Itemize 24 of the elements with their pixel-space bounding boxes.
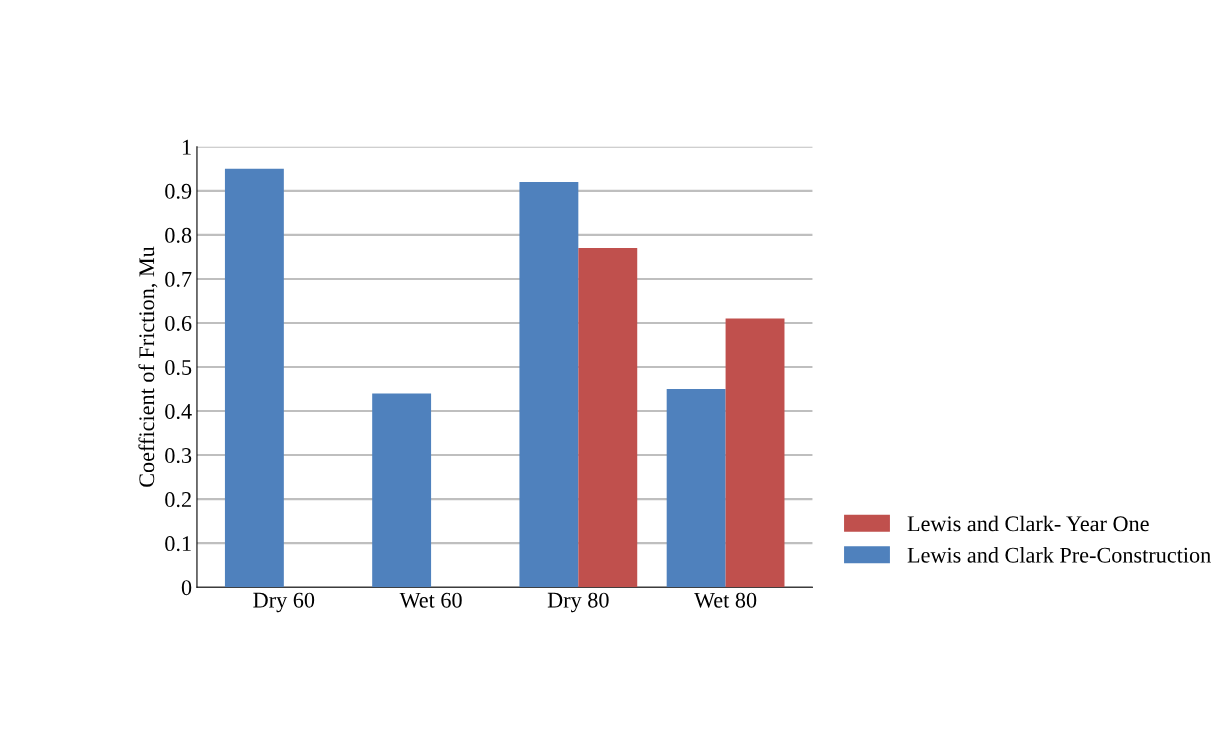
y-tick-label: 0.3: [165, 448, 192, 464]
bar: [725, 318, 785, 588]
legend-label: Lewis and Clark Pre-Construction: [907, 547, 1211, 563]
bar: [519, 182, 579, 588]
x-tick-label: Dry 60: [253, 592, 315, 613]
bar: [666, 389, 726, 588]
bar: [372, 393, 432, 588]
y-tick-label: 0.7: [165, 271, 192, 287]
y-tick-label: 0.4: [165, 403, 192, 420]
y-tick-label: 0.9: [165, 183, 192, 199]
y-tick-label: 0.8: [165, 227, 192, 243]
legend-label: Lewis and Clark- Year One: [907, 515, 1149, 532]
bar: [224, 168, 284, 588]
y-tick-label: 0.2: [165, 492, 191, 508]
y-tick-label: 0.6: [165, 315, 192, 331]
x-tick-label: Wet 80: [694, 592, 757, 608]
bar: [578, 248, 638, 588]
y-tick-label: 0.5: [165, 359, 192, 376]
x-tick-label: Wet 60: [399, 592, 462, 608]
y-tick-label: 1: [182, 139, 191, 155]
x-tick-label: Dry 80: [547, 592, 609, 613]
y-axis-title: Coefficient of Friction, Mu: [138, 246, 158, 487]
y-tick-label: 0: [181, 580, 192, 596]
y-tick-label: 0.1: [165, 536, 191, 552]
